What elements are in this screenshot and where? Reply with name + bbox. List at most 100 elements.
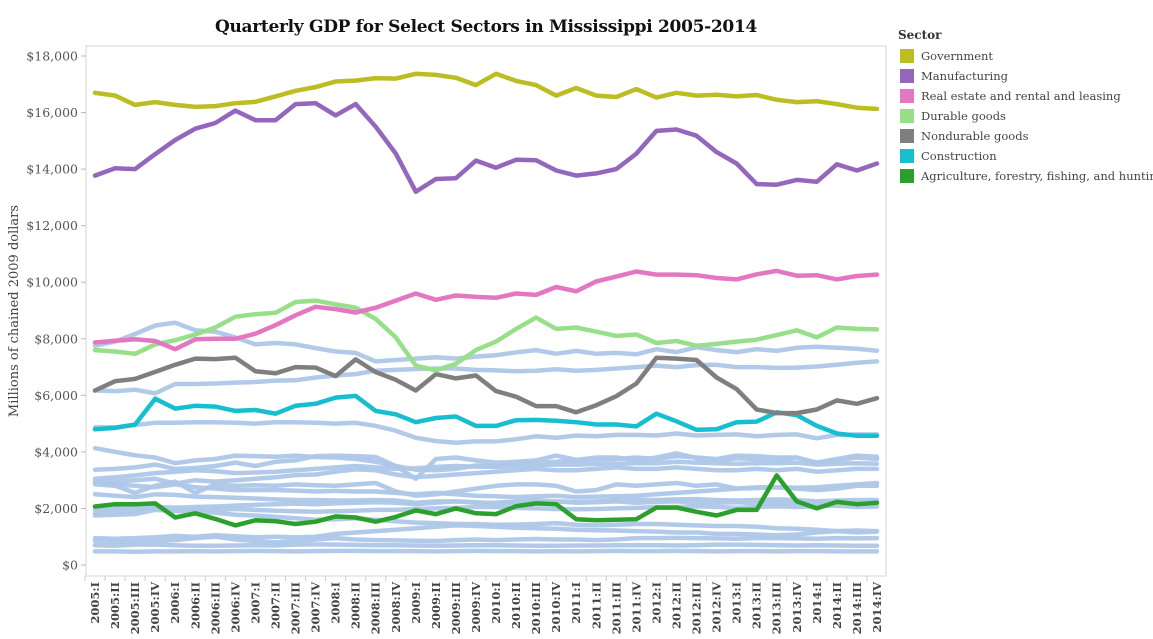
legend-item-agriculture-forestry-fishing-and-hunting[interactable]: Agriculture, forestry, fishing, and hunt…	[898, 166, 1153, 186]
legend-item-construction[interactable]: Construction	[898, 146, 1153, 166]
x-tick-label: 2006:II	[188, 582, 202, 629]
series-line-government[interactable]	[92, 71, 880, 112]
x-tick-label: 2008:I	[329, 582, 343, 624]
chart-title: Quarterly GDP for Select Sectors in Miss…	[214, 17, 758, 37]
line-chart: $0 $2,000 $4,000 $6,000 $8,000 $10,000 $12,000…	[7, 45, 887, 634]
series-line-other-sector-f[interactable]	[92, 459, 880, 482]
x-tick-label: 2010:II	[509, 582, 523, 629]
x-tick-label: 2009:I	[409, 582, 423, 624]
legend-label: Agriculture, forestry, fishing, and hunt…	[921, 169, 1153, 183]
x-tick-label: 2007:II	[268, 582, 282, 629]
series-line-other-sector-c[interactable]	[92, 419, 880, 446]
y-axis-label: Millions of chained 2009 dollars	[7, 205, 22, 417]
x-tick-label: 2007:I	[248, 582, 262, 624]
series-line-other-sector-g[interactable]	[92, 465, 880, 486]
y-tick-label: $16,000	[26, 105, 78, 120]
series-line-other-sector-o[interactable]	[92, 534, 880, 545]
legend-swatch	[900, 89, 914, 103]
x-tick-label: 2008:III	[369, 582, 383, 634]
y-tick-label: $14,000	[26, 162, 78, 177]
legend-swatch	[900, 129, 914, 143]
x-tick-label: 2013:III	[770, 582, 784, 634]
x-tick-label: 2009:III	[449, 582, 463, 634]
legend-item-real-estate-and-rental-and-leasing[interactable]: Real estate and rental and leasing	[898, 86, 1153, 106]
x-tick-label: 2013:IV	[790, 581, 804, 633]
x-tick-label: 2012:I	[649, 582, 663, 624]
x-tick-label: 2005:II	[108, 582, 122, 629]
legend-swatch	[900, 109, 914, 123]
legend-swatch	[900, 49, 914, 63]
legend-title: Sector	[898, 28, 942, 42]
series-line-agriculture-forestry-fishing-and-hunting[interactable]	[92, 473, 880, 528]
x-tick-label: 2009:II	[429, 582, 443, 629]
series-line-construction[interactable]	[92, 393, 880, 439]
x-tick-label: 2011:IV	[629, 581, 643, 633]
legend-label: Government	[921, 49, 994, 63]
y-tick-label: $8,000	[34, 331, 78, 346]
y-tick-label: $18,000	[26, 49, 78, 64]
series-line-other-sector-l[interactable]	[92, 503, 880, 518]
highlighted-series	[92, 71, 880, 528]
x-tick-label: 2012:IV	[710, 581, 724, 633]
x-tick-label: 2006:IV	[228, 581, 242, 633]
y-tick-label: $2,000	[34, 501, 78, 516]
legend-item-durable-goods[interactable]: Durable goods	[898, 106, 1153, 126]
x-tick-label: 2011:III	[609, 582, 623, 634]
legend-swatch	[900, 69, 914, 83]
x-tick-label: 2008:II	[349, 582, 363, 629]
x-tick-label: 2005:III	[128, 582, 142, 634]
series-line-other-sector-n[interactable]	[92, 523, 880, 541]
x-tick-label: 2014:I	[810, 582, 824, 624]
series-line-other-sector-e[interactable]	[92, 451, 880, 482]
series-line-durable-goods[interactable]	[92, 298, 880, 373]
x-tick-label: 2010:III	[529, 582, 543, 634]
x-tick-label: 2014:II	[830, 582, 844, 629]
background-series	[92, 320, 880, 554]
x-tick-label: 2010:IV	[549, 581, 563, 633]
legend-label: Real estate and rental and leasing	[921, 89, 1121, 103]
legend-item-nondurable-goods[interactable]: Nondurable goods	[898, 126, 1153, 146]
legend: Sector Government Manufacturing Real estat…	[898, 28, 1153, 186]
series-line-other-sector-b[interactable]	[92, 359, 880, 396]
series-line-manufacturing[interactable]	[92, 100, 880, 194]
x-tick-label: 2008:IV	[389, 581, 403, 633]
series-line-real-estate-and-rental-and-leasing[interactable]	[92, 268, 880, 352]
x-tick-label: 2014:III	[850, 582, 864, 634]
x-axis: 2005:I 2005:II 2005:III 2005:IV 2006:I 2006:I…	[84, 576, 884, 634]
x-tick-label: 2012:II	[669, 582, 683, 629]
y-tick-label: $6,000	[34, 388, 78, 403]
series-line-other-sector-p[interactable]	[92, 542, 880, 549]
legend-item-government[interactable]: Government	[898, 46, 1153, 66]
x-tick-label: 2013:I	[730, 582, 744, 624]
y-tick-label: $0	[62, 558, 78, 573]
x-tick-label: 2006:I	[168, 582, 182, 624]
legend-swatch	[900, 149, 914, 163]
legend-item-manufacturing[interactable]: Manufacturing	[898, 66, 1153, 86]
x-tick-label: 2011:II	[589, 582, 603, 629]
x-tick-label: 2009:IV	[469, 581, 483, 633]
y-tick-label: $10,000	[26, 275, 78, 290]
x-tick-label: 2012:III	[690, 582, 704, 634]
x-tick-label: 2010:I	[489, 582, 503, 624]
y-tick-label: $4,000	[34, 444, 78, 459]
x-tick-label: 2006:III	[208, 582, 222, 634]
series-line-other-sector-q[interactable]	[92, 548, 880, 554]
legend-label: Construction	[921, 149, 997, 163]
y-axis: $0 $2,000 $4,000 $6,000 $8,000 $10,000 $12,000…	[26, 49, 86, 573]
series-line-other-sector-k[interactable]	[92, 498, 880, 516]
x-tick-label: 2005:IV	[148, 581, 162, 633]
x-tick-label: 2014:IV	[870, 581, 884, 633]
y-tick-label: $12,000	[26, 218, 78, 233]
x-tick-label: 2011:I	[569, 582, 583, 624]
series-line-nondurable-goods[interactable]	[92, 355, 880, 416]
legend-label: Manufacturing	[921, 69, 1008, 83]
x-tick-label: 2005:I	[88, 582, 102, 624]
legend-label: Nondurable goods	[921, 129, 1029, 143]
x-tick-label: 2013:II	[750, 582, 764, 629]
x-tick-label: 2007:III	[289, 582, 303, 634]
series-line-other-sector-i[interactable]	[92, 479, 880, 498]
x-tick-label: 2007:IV	[309, 581, 323, 633]
legend-swatch	[900, 169, 914, 183]
series-line-other-sector-a[interactable]	[92, 320, 880, 364]
legend-label: Durable goods	[921, 109, 1006, 123]
